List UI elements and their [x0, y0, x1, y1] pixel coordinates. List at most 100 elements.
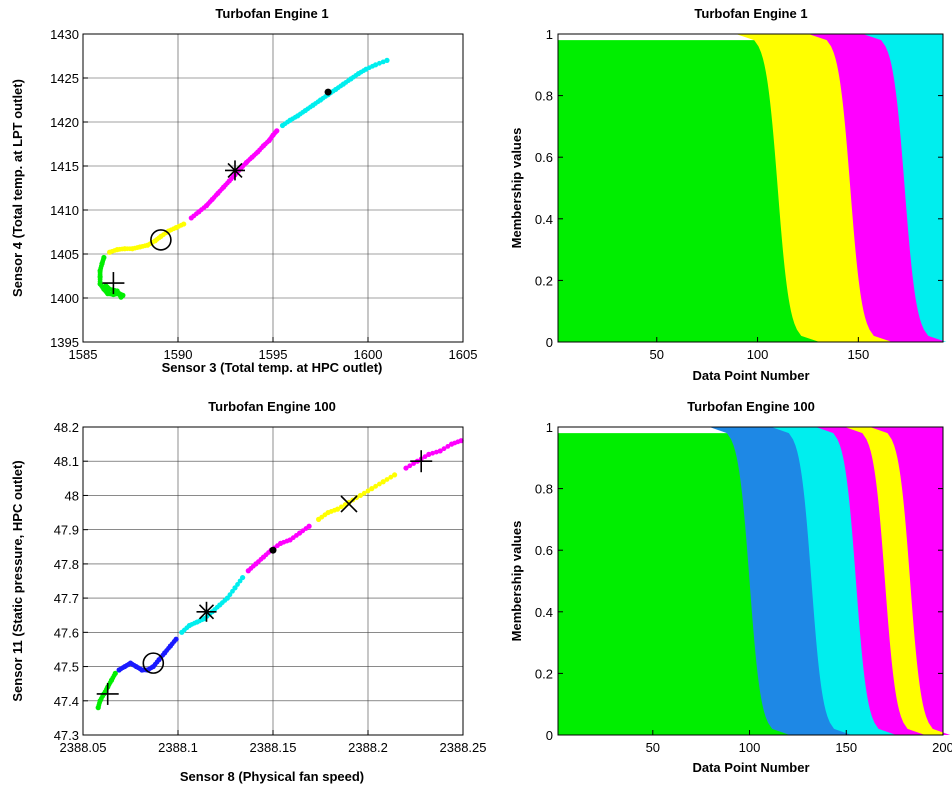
- data-point: [380, 479, 386, 485]
- chart-title: Turbofan Engine 1: [215, 6, 328, 21]
- data-point: [230, 588, 235, 594]
- y-tick-label: 1415: [50, 159, 79, 174]
- y-axis-label: Membership values: [509, 521, 524, 642]
- data-point: [332, 507, 337, 513]
- data-series: [316, 472, 398, 523]
- data-point: [370, 63, 375, 69]
- data-series: [279, 57, 390, 129]
- cross-marker: [340, 495, 358, 513]
- y-tick-label: 47.4: [54, 694, 79, 709]
- data-point: [269, 134, 275, 140]
- data-point: [156, 235, 162, 241]
- y-tick-label: 47.6: [54, 625, 79, 640]
- y-tick-label: 0.8: [535, 89, 553, 104]
- data-point: [242, 162, 247, 167]
- y-tick-label: 1400: [50, 291, 79, 306]
- data-point: [345, 78, 351, 84]
- data-point: [100, 285, 106, 290]
- x-tick-label: 1595: [259, 347, 288, 362]
- data-point: [171, 639, 177, 644]
- chart-title: Turbofan Engine 100: [208, 399, 336, 414]
- plot-area: 50 100 150 200 0 0.2 0.4 0.6 0.8 1: [535, 420, 952, 755]
- y-tick-label: 1425: [50, 71, 79, 86]
- x-tick-label: 150: [835, 740, 857, 755]
- y-tick-label: 0.8: [535, 482, 553, 497]
- y-tick-label: 0.2: [535, 273, 553, 288]
- data-point: [392, 472, 398, 478]
- circle-marker: [142, 652, 165, 674]
- data-point: [434, 449, 439, 455]
- data-point: [213, 192, 219, 198]
- data-point: [100, 693, 106, 699]
- y-axis-label: Sensor 4 (Total temp. at LPT outlet): [10, 79, 25, 297]
- data-point: [422, 454, 428, 460]
- data-point: [300, 109, 306, 115]
- data-point: [225, 180, 230, 186]
- data-point: [322, 512, 328, 518]
- data-point: [111, 673, 117, 679]
- y-tick-label: 1: [546, 27, 553, 42]
- data-series: [97, 254, 126, 300]
- y-tick-label: 47.8: [54, 557, 79, 572]
- x-axis-label: Sensor 8 (Physical fan speed): [180, 769, 364, 784]
- x-tick-label: 1590: [164, 347, 193, 362]
- plot-frame: [557, 426, 944, 736]
- y-tick-label: 47.5: [54, 660, 79, 675]
- plus-marker: [410, 450, 433, 473]
- data-point: [166, 645, 171, 651]
- x-tick-label: 200: [932, 740, 952, 755]
- x-tick-label: 2388.1: [158, 740, 198, 755]
- data-point: [384, 477, 390, 482]
- plot-area: 50 100 150 0 0.2 0.4 0.6 0.8 1: [535, 27, 947, 362]
- data-point: [388, 474, 394, 480]
- data-point: [353, 72, 359, 78]
- y-tick-label: 47.3: [54, 728, 79, 743]
- data-point: [338, 83, 344, 89]
- data-point: [112, 248, 118, 253]
- y-tick-label: 0.6: [535, 150, 553, 165]
- data-point: [285, 119, 290, 125]
- y-tick-label: 48: [65, 488, 79, 503]
- data-point: [259, 145, 264, 151]
- x-tick-label: 2388.05: [60, 740, 107, 755]
- y-tick-label: 1395: [50, 335, 79, 350]
- data-point: [247, 156, 253, 162]
- y-tick-label: 0.4: [535, 605, 553, 620]
- x-tick-label: 100: [739, 740, 761, 755]
- data-point: [411, 461, 416, 466]
- data-point: [250, 563, 256, 569]
- data-point: [258, 556, 264, 562]
- membership-band: [870, 427, 951, 735]
- data-point: [104, 284, 110, 290]
- data-point: [384, 57, 390, 64]
- data-point: [339, 504, 344, 510]
- data-point: [119, 246, 125, 252]
- plus-marker: [96, 682, 119, 705]
- x-tick-label: 100: [747, 347, 769, 362]
- panel-engine100-scatter: Turbofan Engine 100 2388.05 2388.1 2388.15…: [10, 399, 487, 784]
- chart-title: Turbofan Engine 100: [687, 399, 815, 414]
- data-point: [116, 290, 121, 296]
- y-axis-label: Sensor 11 (Static pressure, HPC outlet): [10, 460, 25, 701]
- x-tick-label: 1600: [354, 347, 383, 362]
- y-tick-label: 48.1: [54, 454, 79, 469]
- data-point: [97, 700, 102, 706]
- data-point: [294, 532, 299, 538]
- data-point: [235, 582, 240, 587]
- data-point: [253, 151, 259, 157]
- data-point: [97, 272, 103, 278]
- data-point: [184, 625, 190, 631]
- data-point: [403, 465, 409, 471]
- data-point: [430, 450, 435, 456]
- data-point: [201, 205, 207, 211]
- plot-area: 2388.05 2388.1 2388.15 2388.2 2388.25 47.3 47.…: [54, 420, 487, 755]
- data-point: [214, 604, 220, 610]
- plot-frame: [557, 33, 944, 343]
- data-point: [275, 543, 280, 549]
- circle-marker: [150, 229, 172, 251]
- data-point: [441, 446, 447, 452]
- data-point: [193, 211, 199, 217]
- data-point: [377, 481, 382, 487]
- data-point: [426, 451, 432, 457]
- data-point: [315, 99, 321, 105]
